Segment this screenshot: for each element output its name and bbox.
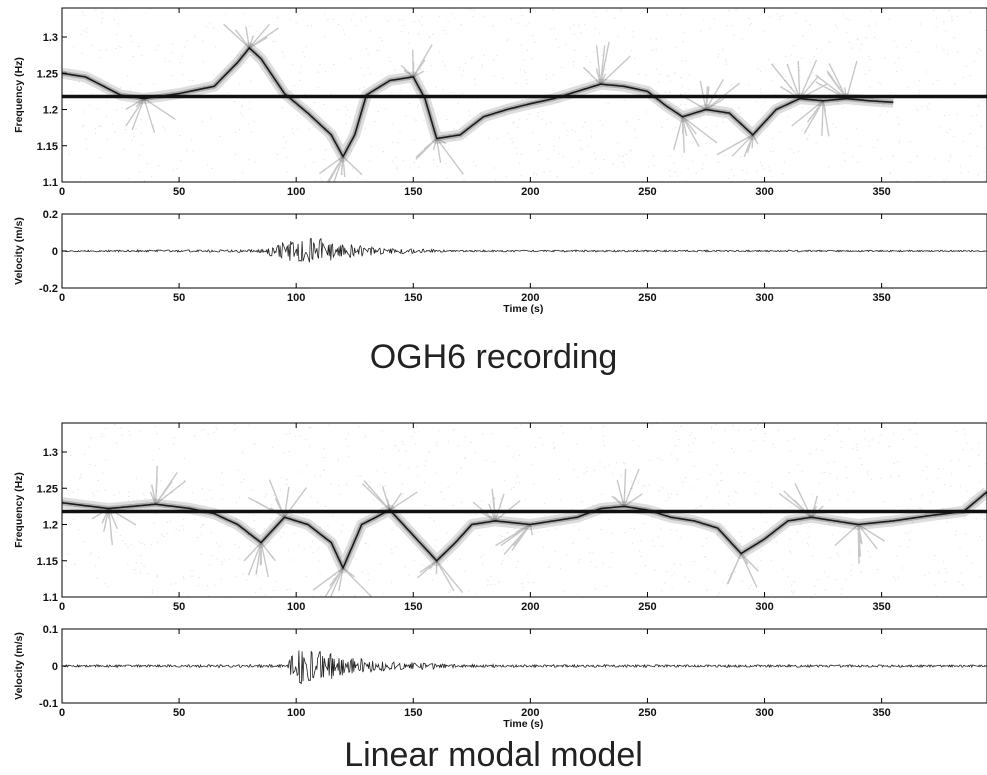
y-tick-label: 0 — [52, 246, 58, 258]
x-tick-label: 150 — [404, 707, 422, 719]
x-tick-label: 250 — [638, 292, 656, 304]
x-tick-label: 50 — [173, 186, 185, 198]
x-tick-label: 100 — [287, 292, 305, 304]
x-axis-label: Time (s) — [503, 303, 543, 315]
x-tick-label: 0 — [59, 186, 65, 198]
spectrogram-image — [62, 423, 987, 597]
x-tick-label: 150 — [404, 292, 422, 304]
x-tick-label: 300 — [755, 186, 773, 198]
spectrogram-noise — [64, 423, 987, 597]
x-tick-label: 200 — [521, 707, 539, 719]
x-tick-label: 350 — [872, 707, 890, 719]
ogh6-spectrogram-chart: 0 50 100 150 200 250 300 350 1.1 1.15 1.2 1.25 1.3 Fr… — [13, 7, 987, 198]
x-tick-label: 150 — [404, 186, 422, 198]
x-tick-label: 200 — [521, 186, 539, 198]
y-tick-label: 1.2 — [43, 105, 58, 117]
bottom-caption: Linear modal model — [344, 736, 643, 774]
x-tick-label: 250 — [638, 601, 656, 613]
x-tick-label: 350 — [872, 186, 890, 198]
y-tick-label: -0.1 — [39, 698, 58, 710]
velocity-trace — [61, 237, 987, 263]
x-tick-label: 50 — [173, 601, 185, 613]
y-tick-label: 1.15 — [37, 141, 58, 153]
x-tick-label: 50 — [173, 707, 185, 719]
x-tick-label: 200 — [521, 601, 539, 613]
spectrogram-image — [62, 8, 987, 182]
x-tick-label: 50 — [173, 292, 185, 304]
y-tick-label: 1.25 — [37, 483, 58, 495]
y-tick-label: 0.2 — [43, 209, 58, 221]
x-tick-label: 100 — [287, 186, 305, 198]
x-tick-label: 0 — [59, 292, 65, 304]
y-tick-label: 1.1 — [43, 177, 58, 189]
x-axis-label: Time (s) — [503, 718, 543, 730]
x-tick-label: 300 — [755, 601, 773, 613]
y-tick-label: 1.25 — [37, 68, 58, 80]
ridge-line — [62, 47, 894, 158]
x-tick-label: 250 — [638, 186, 656, 198]
top-caption: OGH6 recording — [369, 338, 618, 376]
y-tick-label: -0.2 — [39, 283, 58, 295]
spectrogram-noise — [62, 8, 987, 182]
ridge-line — [62, 491, 987, 569]
y-tick-label: 1.3 — [43, 447, 58, 459]
plot-frame — [61, 422, 987, 598]
x-tick-label: 300 — [755, 292, 773, 304]
x-tick-label: 100 — [287, 601, 305, 613]
x-tick-label: 200 — [521, 292, 539, 304]
x-tick-label: 0 — [59, 601, 65, 613]
ridge-spikes — [125, 23, 858, 182]
model-spectrogram-chart: 0 50 100 150 200 250 300 350 1.1 1.15 1.2 1.25 1.3 Fr… — [13, 422, 987, 613]
x-tick-label: 150 — [404, 601, 422, 613]
x-tick-label: 350 — [872, 292, 890, 304]
x-tick-label: 300 — [755, 707, 773, 719]
y-axis-label: Velocity (m/s) — [13, 632, 25, 700]
plot-frame — [61, 7, 987, 183]
x-tick-label: 350 — [872, 601, 890, 613]
y-tick-label: 1.1 — [43, 592, 58, 604]
x-tick-label: 0 — [59, 707, 65, 719]
y-axis-label: Frequency (Hz) — [13, 472, 25, 548]
velocity-trace — [61, 650, 987, 685]
y-tick-label: 0 — [52, 661, 58, 673]
y-axis-label: Velocity (m/s) — [13, 217, 25, 285]
x-tick-label: 250 — [638, 707, 656, 719]
y-axis-label: Frequency (Hz) — [13, 57, 25, 133]
y-tick-label: 0.1 — [43, 624, 58, 636]
y-tick-label: 1.15 — [37, 556, 58, 568]
y-tick-label: 1.2 — [43, 520, 58, 532]
x-tick-label: 100 — [287, 707, 305, 719]
y-tick-label: 1.3 — [43, 32, 58, 44]
